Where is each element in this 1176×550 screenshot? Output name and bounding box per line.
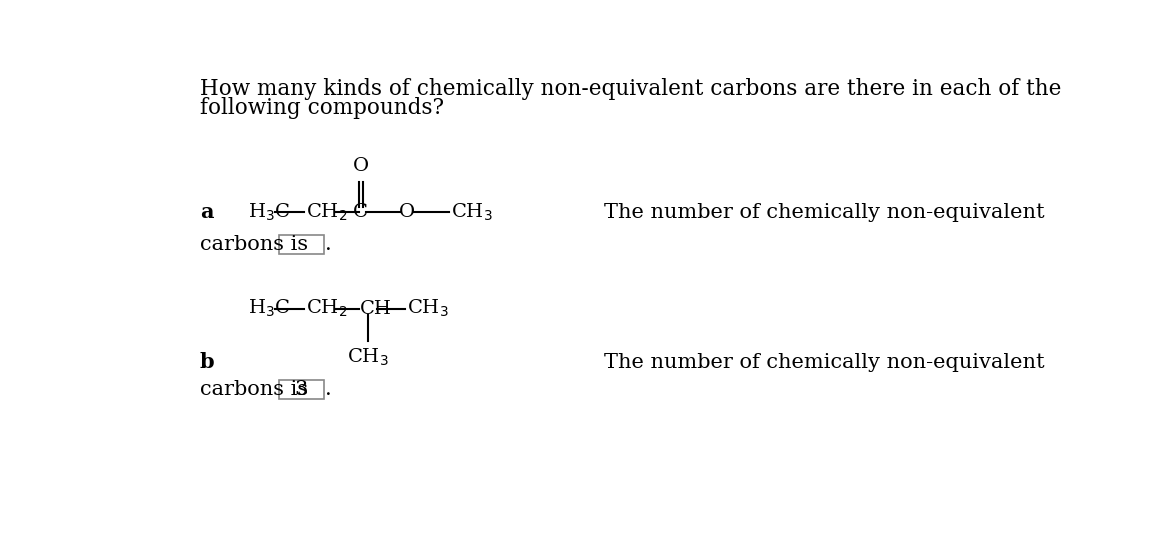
Text: The number of chemically non-equivalent: The number of chemically non-equivalent xyxy=(604,203,1044,222)
FancyBboxPatch shape xyxy=(279,235,323,254)
Text: H$_3$C: H$_3$C xyxy=(248,298,290,319)
Text: CH: CH xyxy=(360,300,392,317)
FancyBboxPatch shape xyxy=(279,380,323,399)
Text: a: a xyxy=(200,202,213,222)
Text: carbons is: carbons is xyxy=(200,380,308,399)
Text: CH$_3$: CH$_3$ xyxy=(407,298,448,319)
Text: How many kinds of chemically non-equivalent carbons are there in each of the: How many kinds of chemically non-equival… xyxy=(200,78,1061,100)
Text: The number of chemically non-equivalent: The number of chemically non-equivalent xyxy=(604,353,1044,372)
Text: CH$_2$: CH$_2$ xyxy=(306,202,347,223)
Text: .: . xyxy=(326,380,332,399)
Text: carbons is: carbons is xyxy=(200,235,308,254)
Text: CH$_2$: CH$_2$ xyxy=(306,298,347,319)
Text: b: b xyxy=(200,353,214,372)
Text: .: . xyxy=(326,235,332,254)
Text: CH$_3$: CH$_3$ xyxy=(347,347,389,369)
Text: 3: 3 xyxy=(294,380,308,399)
Text: following compounds?: following compounds? xyxy=(200,97,443,119)
Text: C: C xyxy=(353,204,368,221)
Text: CH$_3$: CH$_3$ xyxy=(450,202,493,223)
Text: H$_3$C: H$_3$C xyxy=(248,202,290,223)
Text: O: O xyxy=(353,157,369,175)
Text: O: O xyxy=(399,204,415,221)
